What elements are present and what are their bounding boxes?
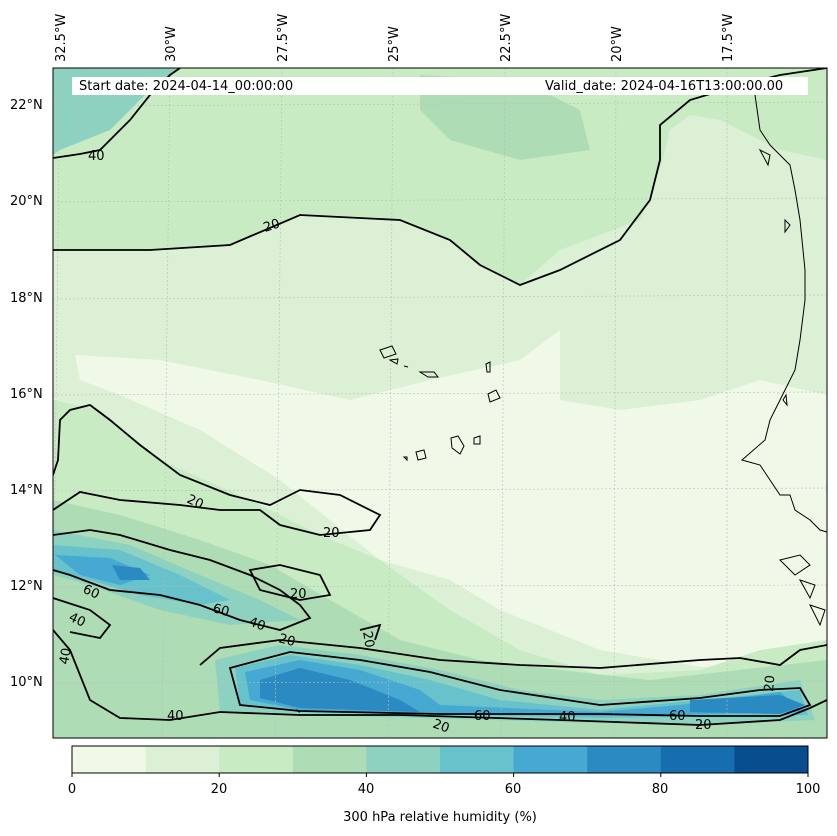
colorbar-tick-label: 100 (795, 782, 821, 797)
lon-tick-label: 25°W (387, 26, 402, 62)
colorbar-segment (660, 746, 735, 773)
colorbar-title: 300 hPa relative humidity (%) (343, 810, 537, 825)
lon-tick-label: 17.5°W (721, 13, 736, 62)
rh-70-80-sw-core (112, 565, 150, 580)
contour-label-40-west-vertical: 40 (57, 647, 75, 666)
colorbar-segment (366, 746, 441, 773)
lat-tick-label: 22°N (10, 98, 43, 113)
colorbar-frame (71, 745, 809, 774)
contour-label-60-south: 60 (474, 709, 491, 724)
contour-label-20-west: 20 (184, 492, 205, 513)
colorbar-segment (145, 746, 220, 773)
colorbar-tick-label: 0 (67, 782, 77, 797)
contour-label-20-north: 20 (262, 216, 282, 235)
contour-label-40-south: 40 (167, 709, 184, 724)
lon-tick-label: 32.5°W (54, 13, 69, 62)
rh-70-80-south-core-west (260, 668, 420, 712)
graticule (53, 68, 827, 738)
contour-label-40-nw: 40 (88, 149, 105, 164)
lat-tick-label: 20°N (10, 194, 43, 209)
coastlines (379, 94, 828, 627)
lon-tick-label: 27.5°W (276, 13, 291, 62)
contour-label-60-east: 60 (669, 709, 686, 724)
lat-tick-label: 12°N (10, 579, 43, 594)
colorbar-segment (513, 746, 588, 773)
lat-tick-label: 14°N (10, 483, 43, 498)
colorbar (71, 745, 809, 777)
colorbar-segment (440, 746, 515, 773)
rh-20-30-north (53, 68, 827, 285)
contour-label-60-sw: 60 (80, 582, 101, 603)
contour-label-20-far-east: 20 (695, 718, 712, 733)
contour-label-layer: 40 20 20 20 20 20 60 60 40 20 20 40 40 4… (57, 149, 778, 736)
contour-label-20-island: 20 (290, 587, 307, 602)
contour-label-60-center: 60 (211, 601, 231, 620)
colorbar-tick-label: 60 (504, 782, 522, 797)
colorbar-segment (219, 746, 294, 773)
colorbar-tick-label: 20 (210, 782, 228, 797)
colorbar-segment (734, 746, 809, 773)
contour-label-20-east-fragment: 20 (359, 630, 377, 649)
info-bar (72, 77, 808, 95)
contour-label-40-west: 40 (66, 610, 87, 631)
contour-lines (53, 68, 827, 726)
lat-tick-label: 16°N (10, 387, 43, 402)
lon-tick-label: 30°W (164, 26, 179, 62)
colorbar-segment (292, 746, 367, 773)
valid-date-label: Valid_date: 2024-04-16T13:00:00.00 (545, 79, 784, 94)
colorbar-tick-label: 40 (357, 782, 375, 797)
rh-0-10-core (75, 330, 827, 670)
start-date-label: Start date: 2024-04-14_00:00:00 (79, 79, 294, 94)
lat-tick-label: 18°N (10, 291, 43, 306)
contour-label-20-east: 20 (762, 675, 778, 693)
lon-tick-label: 22.5°W (499, 13, 514, 62)
contour-label-20-center: 20 (323, 526, 340, 541)
contour-label-20-south: 20 (431, 717, 452, 737)
map-frame (52, 67, 828, 739)
humidity-fill-layer (53, 68, 827, 738)
colorbar-tick-label: 80 (651, 782, 669, 797)
colorbar-segment (72, 746, 147, 773)
contour-label-20-south-west: 20 (277, 631, 297, 650)
colorbar-segment (587, 746, 662, 773)
rh-70-80-south-core-east (690, 695, 805, 714)
contour-label-40-south-east: 40 (559, 710, 576, 725)
lat-tick-label: 10°N (10, 675, 43, 690)
contour-label-40-center: 40 (247, 615, 268, 635)
lon-tick-label: 20°W (610, 26, 625, 62)
